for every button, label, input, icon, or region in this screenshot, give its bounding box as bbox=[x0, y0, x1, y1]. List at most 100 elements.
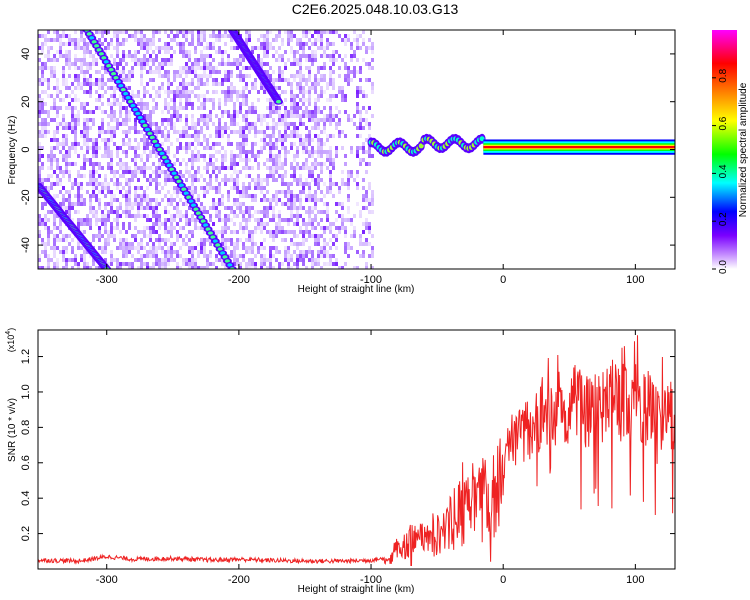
spectrogram-cell bbox=[344, 78, 347, 82]
spectrogram-cell bbox=[254, 158, 257, 162]
spectrogram-cell bbox=[269, 102, 272, 106]
spectrogram-cell bbox=[50, 154, 53, 158]
spectrogram-cell bbox=[218, 118, 221, 122]
spectrogram-cell bbox=[116, 146, 119, 150]
spectrogram-cell bbox=[161, 74, 164, 78]
spectrogram-cell bbox=[104, 174, 107, 178]
spectrogram-cell bbox=[86, 126, 89, 130]
spectrogram-cell bbox=[260, 58, 263, 62]
spectrogram-cell bbox=[233, 254, 236, 258]
spectrogram-cell bbox=[41, 118, 44, 122]
spectrogram-cell bbox=[260, 254, 263, 258]
spectrogram-cell bbox=[299, 114, 302, 118]
spectrogram-cell bbox=[200, 54, 203, 58]
spectrogram-cell bbox=[353, 50, 356, 54]
spectrogram-cell bbox=[314, 114, 317, 118]
spectrogram-cell bbox=[275, 214, 278, 218]
spectrogram-cell bbox=[128, 246, 131, 250]
spectrogram-cell bbox=[65, 166, 68, 170]
spectrogram-cell bbox=[167, 258, 170, 262]
spectrogram-cell bbox=[314, 190, 317, 194]
spectrogram-cell bbox=[353, 74, 356, 78]
spectrogram-cell bbox=[287, 82, 290, 86]
spectrogram-cell bbox=[248, 194, 251, 198]
spectrogram-cell bbox=[68, 150, 71, 154]
spectrogram-cell bbox=[206, 182, 209, 186]
spectrogram-cell bbox=[221, 54, 224, 58]
spectrogram-cell bbox=[311, 194, 314, 198]
spectrogram-cell bbox=[281, 182, 284, 186]
spectrogram-cell bbox=[332, 30, 335, 34]
spectrogram-cell bbox=[194, 94, 197, 98]
spectrogram-cell bbox=[44, 226, 47, 230]
spectrogram-cell bbox=[209, 178, 212, 182]
spectrogram-cell bbox=[149, 46, 152, 50]
spectrogram-cell bbox=[131, 262, 134, 266]
spectrogram-cell bbox=[95, 162, 98, 166]
spectrogram-cell bbox=[248, 234, 251, 238]
spectrogram-cell bbox=[245, 66, 248, 70]
spectrogram-cell bbox=[47, 226, 50, 230]
spectrogram-cell bbox=[281, 138, 284, 142]
spectrogram-cell bbox=[101, 182, 104, 186]
spectrogram-cell bbox=[62, 266, 65, 269]
spectrogram-cell bbox=[266, 142, 269, 146]
spectrogram-cell bbox=[191, 150, 194, 154]
spectrogram-cell bbox=[332, 158, 335, 162]
spectrogram-cell bbox=[143, 198, 146, 202]
spectrogram-cell bbox=[218, 182, 221, 186]
spectrogram-cell bbox=[80, 254, 83, 258]
spectrogram-cell bbox=[314, 102, 317, 106]
doppler-line-point bbox=[137, 115, 143, 120]
spectrogram-cell bbox=[167, 82, 170, 86]
spectrogram-cell bbox=[77, 174, 80, 178]
spectrogram-cell bbox=[146, 102, 149, 106]
spectrogram-cell bbox=[362, 30, 365, 34]
spectrogram-cell bbox=[293, 130, 296, 134]
spectrogram-cell bbox=[188, 66, 191, 70]
spectrogram-cell bbox=[149, 166, 152, 170]
spectrogram-cell bbox=[305, 114, 308, 118]
spectrogram-cell bbox=[365, 170, 368, 174]
spectrogram-cell bbox=[185, 210, 188, 214]
spectrogram-cell bbox=[224, 110, 227, 114]
spectrogram-cell bbox=[323, 78, 326, 82]
spectrogram-cell bbox=[344, 94, 347, 98]
spectrogram-cell bbox=[89, 110, 92, 114]
spectrogram-cell bbox=[77, 142, 80, 146]
spectrogram-cell bbox=[158, 38, 161, 42]
spectrogram-cell bbox=[290, 266, 293, 269]
spectrogram-cell bbox=[53, 146, 56, 150]
spectrogram-cell bbox=[62, 146, 65, 150]
spectrogram-cell bbox=[95, 138, 98, 142]
doppler-line-point bbox=[130, 103, 136, 108]
spectrogram-cell bbox=[227, 86, 230, 90]
spectrogram-cell bbox=[74, 210, 77, 214]
spectrogram-cell bbox=[290, 258, 293, 262]
spectrogram-cell bbox=[326, 166, 329, 170]
spectrogram-cell bbox=[236, 146, 239, 150]
spectrogram-cell bbox=[209, 34, 212, 38]
doppler-line-point bbox=[86, 32, 92, 36]
spectrogram-cell bbox=[305, 42, 308, 46]
spectrogram-cell bbox=[320, 266, 323, 269]
spectrogram-cell bbox=[335, 50, 338, 54]
spectrogram-cell bbox=[152, 262, 155, 266]
spectrogram-cell bbox=[116, 62, 119, 66]
spectrogram-cell bbox=[152, 34, 155, 38]
spectrogram-cell bbox=[116, 42, 119, 46]
spectrogram-cell bbox=[188, 222, 191, 226]
spectrogram-cell bbox=[362, 254, 365, 258]
spectrogram-cell bbox=[137, 186, 140, 190]
spectrogram-cell bbox=[110, 154, 113, 158]
spectrogram-cell bbox=[182, 42, 185, 46]
spectrogram-cell bbox=[266, 30, 269, 34]
spectrogram-cell bbox=[365, 242, 368, 246]
spectrogram-cell bbox=[233, 158, 236, 162]
spectrogram-cell bbox=[56, 86, 59, 90]
spectrogram-cell bbox=[74, 118, 77, 122]
spectrogram-cell bbox=[284, 66, 287, 70]
spectrogram-cell bbox=[47, 154, 50, 158]
spectrogram-cell bbox=[107, 238, 110, 242]
spectrogram-cell bbox=[242, 210, 245, 214]
